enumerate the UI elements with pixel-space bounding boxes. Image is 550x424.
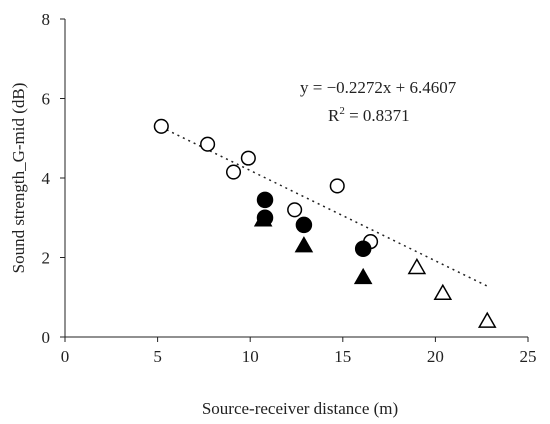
filled-circle-point	[295, 216, 313, 234]
trendline-group	[160, 126, 488, 287]
open-triangle-point	[433, 283, 453, 301]
data-points	[153, 118, 497, 328]
x-tick-label: 15	[334, 347, 351, 366]
x-tick-label: 5	[153, 347, 162, 366]
trendline-equation: y = −0.2272x + 6.4607	[300, 78, 457, 97]
x-axis-label: Source-receiver distance (m)	[202, 399, 398, 418]
open-circle-point	[329, 178, 345, 194]
filled-triangle-point	[294, 236, 314, 253]
y-ticks: 0 2 4 6 8	[42, 10, 65, 347]
open-triangle-point	[477, 311, 497, 328]
y-tick-label: 0	[42, 328, 51, 347]
r-squared-label: R2 = 0.8371	[328, 105, 410, 125]
axes	[64, 19, 528, 338]
y-tick-label: 8	[42, 10, 51, 29]
x-tick-label: 0	[61, 347, 70, 366]
x-tick-label: 25	[520, 347, 537, 366]
open-circle-point	[153, 118, 169, 134]
trendline	[160, 126, 488, 287]
open-triangle-point	[407, 257, 427, 275]
filled-circle-point	[256, 191, 274, 209]
open-circle-point	[287, 202, 303, 218]
filled-triangle-point	[353, 267, 373, 285]
y-tick-label: 4	[42, 169, 51, 188]
filled-triangle-point	[253, 210, 273, 227]
x-tick-label: 10	[242, 347, 259, 366]
y-axis-label: Sound strength_G-mid (dB)	[9, 83, 28, 274]
open-circle-point	[225, 164, 242, 180]
filled-circle-point	[354, 240, 372, 258]
x-ticks: 0 5 10 15 20 25	[61, 337, 537, 366]
y-tick-label: 2	[42, 249, 51, 268]
x-tick-label: 20	[427, 347, 444, 366]
y-tick-label: 6	[42, 90, 51, 109]
open-circle-point	[200, 136, 216, 152]
open-circle-point	[240, 150, 256, 166]
